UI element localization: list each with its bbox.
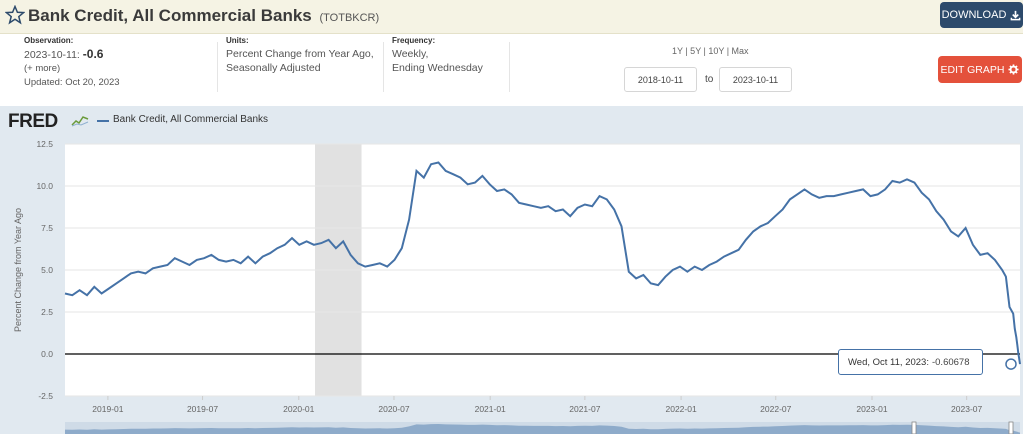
units-line-2: Seasonally Adjusted [226, 62, 321, 74]
observation-date: 2023-10-11: [24, 49, 80, 61]
observation-block: Observation: 2023-10-11: -0.6 (+ more) U… [24, 36, 120, 102]
frequency-label: Frequency: [392, 36, 436, 45]
x-tick-label: 2022-01 [665, 404, 696, 414]
range-selector[interactable]: 1Y | 5Y | 10Y | Max [672, 46, 749, 56]
units-block: Units: Percent Change from Year Ago, Sea… [226, 36, 374, 102]
end-date-input[interactable]: 2023-10-11 [719, 67, 792, 92]
series-title: Bank Credit, All Commercial Banks (TOTBK… [28, 6, 379, 26]
gear-icon [1008, 64, 1020, 75]
fred-logo[interactable]: FRED [8, 111, 58, 132]
line-chart[interactable]: 12.5 10.0 7.5 5.0 2.5 0.0 -2.5 2019-01 2019-07 2… [0, 106, 1023, 434]
navigator-handle-left[interactable] [911, 421, 917, 434]
graph-panel: FRED Bank Credit, All Commercial Banks 1… [0, 106, 1023, 434]
frequency-line-2: Ending Wednesday [392, 62, 483, 74]
y-tick-label: 5.0 [41, 265, 53, 275]
frequency-block: Frequency: Weekly, Ending Wednesday [392, 36, 483, 102]
x-tick-label: 2021-01 [475, 404, 506, 414]
edit-graph-label: EDIT GRAPH [940, 63, 1005, 76]
divider [383, 42, 384, 92]
tooltip-value: -0.60678 [931, 356, 970, 368]
y-tick-label: 0.0 [41, 349, 53, 359]
observation-label: Observation: [24, 36, 74, 45]
y-tick-label: 2.5 [41, 307, 53, 317]
divider [217, 42, 218, 92]
y-axis-label: Percent Change from Year Ago [13, 208, 23, 332]
x-tick-label: 2020-07 [378, 404, 409, 414]
x-tick-label: 2023-01 [856, 404, 887, 414]
series-code: (TOTBKCR) [319, 12, 380, 24]
series-line [64, 161, 1021, 365]
units-label: Units: [226, 36, 249, 45]
x-tick-label: 2019-01 [92, 404, 123, 414]
x-tick-label: 2021-07 [569, 404, 600, 414]
x-tick-label: 2022-07 [760, 404, 791, 414]
x-tick-label: 2023-07 [951, 404, 982, 414]
series-title-text: Bank Credit, All Commercial Banks [28, 6, 312, 25]
hover-marker [1005, 358, 1017, 370]
date-to-label: to [705, 74, 714, 85]
observation-value: -0.6 [82, 47, 104, 61]
y-tick-label: 10.0 [36, 181, 53, 191]
units-line-1: Percent Change from Year Ago, [226, 48, 374, 60]
more-link[interactable]: (+ more) [24, 63, 61, 74]
y-tick-label: 7.5 [41, 223, 53, 233]
legend: FRED Bank Credit, All Commercial Banks [0, 106, 1023, 134]
navigator-series [65, 424, 1020, 434]
x-tick-label: 2020-01 [283, 404, 314, 414]
divider [509, 42, 510, 92]
y-tick-label: -2.5 [38, 391, 53, 401]
updated-date: Updated: Oct 20, 2023 [24, 77, 120, 88]
legend-label: Bank Credit, All Commercial Banks [113, 114, 269, 125]
legend-swatch [97, 120, 109, 122]
download-icon [1011, 10, 1021, 20]
y-tick-label: 12.5 [36, 139, 53, 149]
tooltip: Wed, Oct 11, 2023: -0.60678 [838, 349, 983, 375]
start-date-input[interactable]: 2018-10-11 [624, 67, 697, 92]
star-icon[interactable] [5, 5, 25, 25]
frequency-line-1: Weekly, [392, 48, 429, 60]
chart-logo-icon [71, 116, 89, 127]
download-button[interactable]: DOWNLOAD [940, 2, 1023, 28]
title-bar: Bank Credit, All Commercial Banks (TOTBK… [0, 0, 1023, 34]
download-label: DOWNLOAD [941, 9, 1007, 21]
tooltip-date: Wed, Oct 11, 2023: [848, 356, 929, 368]
navigator-handle-right[interactable] [1008, 421, 1014, 434]
edit-graph-button[interactable]: EDIT GRAPH [938, 56, 1022, 83]
x-tick-label: 2019-07 [187, 404, 218, 414]
